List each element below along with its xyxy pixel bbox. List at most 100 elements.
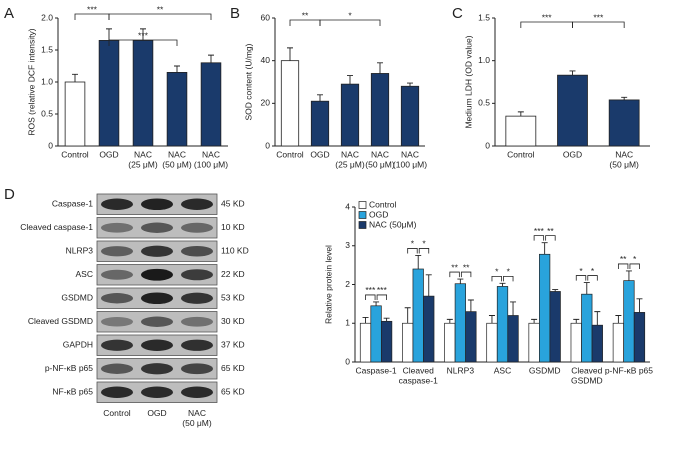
- x-tick-label: NAC: [401, 149, 419, 159]
- bar: [444, 322, 456, 363]
- y-tick-label: 2.0: [41, 12, 53, 22]
- blot-row-label: Cleaved caspase-1: [20, 222, 93, 232]
- error-bar: [404, 307, 411, 324]
- y-tick-label: 0: [345, 356, 350, 366]
- legend-label: Control: [369, 199, 397, 209]
- x-tick-label: Caspase-1: [356, 365, 397, 375]
- blot-column-label: OGD: [147, 408, 166, 418]
- significance-bracket: [503, 275, 514, 282]
- significance-bracket: [418, 248, 430, 254]
- error-bar: [531, 318, 538, 324]
- significance-label: **: [451, 262, 458, 272]
- significance-label: ***: [377, 285, 388, 295]
- error-bar: [208, 54, 214, 63]
- bar: [612, 322, 625, 363]
- error-bar: [106, 28, 112, 41]
- x-tick-label: Cleaved: [571, 365, 602, 375]
- error-bar: [140, 28, 146, 41]
- x-tick-label: (50 μM): [162, 159, 192, 169]
- blot-band: [101, 363, 133, 374]
- bar: [496, 286, 509, 363]
- blot-column-label: (50 μM): [182, 418, 212, 428]
- significance-bracket: [575, 275, 587, 281]
- significance-bracket: [520, 21, 573, 28]
- significance-label: *: [348, 10, 352, 20]
- significance-label: ***: [87, 4, 98, 14]
- blot-band: [101, 246, 133, 257]
- error-bar: [415, 254, 422, 269]
- significance-label: *: [591, 266, 595, 276]
- legend-swatch: [358, 221, 367, 229]
- x-tick-label: NAC: [134, 149, 152, 159]
- y-tick-label: 60: [261, 12, 271, 22]
- bar: [570, 322, 582, 363]
- blot-band: [141, 316, 173, 327]
- error-bar: [347, 75, 353, 85]
- error-bar: [467, 299, 474, 312]
- significance-bracket: [289, 19, 321, 26]
- blot-row-label: p-NF-κB p65: [45, 363, 93, 373]
- blot-band: [101, 339, 133, 351]
- blot-band: [181, 386, 213, 398]
- significance-label: *: [579, 266, 583, 276]
- x-tick-label: (100 μM): [393, 159, 427, 169]
- error-bar: [174, 65, 180, 73]
- significance-label: ***: [534, 226, 545, 236]
- y-tick-label: 3: [345, 240, 350, 250]
- y-axis-label: ROS (relative DCF intensity): [26, 28, 36, 135]
- blot-size-label: 30 KD: [221, 316, 245, 326]
- bar: [412, 268, 424, 363]
- error-bar: [72, 73, 78, 82]
- error-bar: [541, 242, 548, 255]
- significance-label: ***: [365, 285, 376, 295]
- significance-label: **: [302, 10, 309, 20]
- blot-band: [101, 386, 133, 398]
- bar: [505, 115, 537, 147]
- x-tick-label: Control: [507, 149, 535, 159]
- blot-band: [181, 339, 213, 351]
- significance-bracket: [407, 248, 418, 254]
- legend-swatch: [358, 211, 367, 219]
- blot-band: [141, 198, 173, 211]
- bar: [400, 85, 420, 147]
- x-tick-label: Cleaved: [403, 365, 434, 375]
- significance-label: **: [620, 254, 627, 264]
- blot-band: [181, 198, 213, 210]
- error-bar: [625, 270, 632, 281]
- bar: [166, 72, 188, 147]
- blot-band: [101, 293, 133, 304]
- panel-letter: A: [4, 5, 14, 22]
- y-tick-label: 1: [345, 318, 350, 328]
- blot-size-label: 110 KD: [221, 246, 249, 256]
- blot-band: [181, 316, 213, 327]
- x-tick-label: NLRP3: [447, 365, 475, 375]
- error-bar: [569, 70, 576, 76]
- error-bar: [615, 315, 622, 324]
- bar: [507, 315, 519, 363]
- bar: [359, 322, 372, 363]
- blot-row-label: NF-κB p65: [52, 387, 93, 397]
- y-tick-label: 0: [265, 140, 270, 150]
- bar: [98, 40, 120, 147]
- significance-bracket: [617, 263, 629, 269]
- significance-label: **: [547, 226, 554, 236]
- significance-bracket: [460, 271, 472, 278]
- x-tick-label: NAC: [615, 149, 633, 159]
- x-tick-label: Control: [61, 149, 89, 159]
- y-tick-label: 0.5: [41, 108, 53, 118]
- blot-size-label: 37 KD: [221, 340, 245, 350]
- y-tick-label: 2: [345, 279, 350, 289]
- significance-bracket: [545, 235, 556, 241]
- panel-letter: D: [4, 186, 15, 203]
- error-bar: [488, 315, 495, 324]
- bar: [370, 305, 382, 363]
- blot-row-label: ASC: [76, 269, 93, 279]
- blot-band: [141, 292, 173, 305]
- x-tick-label: Control: [276, 149, 304, 159]
- blot-size-label: 53 KD: [221, 293, 245, 303]
- blot-size-label: 65 KD: [221, 387, 245, 397]
- significance-bracket: [587, 275, 598, 281]
- panel-letter: B: [230, 5, 240, 22]
- bar: [539, 253, 551, 363]
- blot-band: [101, 198, 133, 210]
